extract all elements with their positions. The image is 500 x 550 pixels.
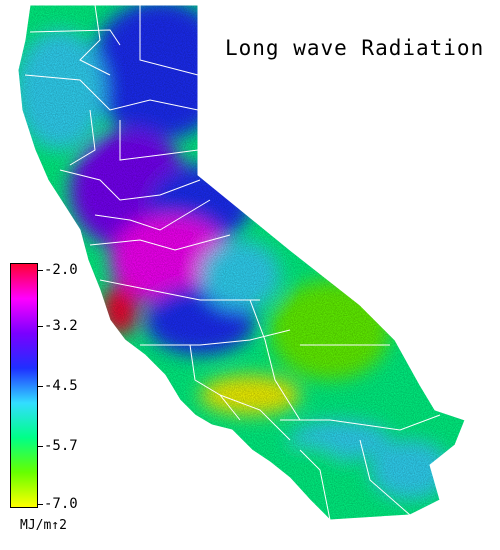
county-line: [29, 29, 121, 46]
county-line: [359, 439, 411, 516]
zone-se-cyan: [370, 440, 450, 500]
zone-cyan-east: [200, 240, 280, 310]
county-line: [59, 169, 201, 201]
county-line: [189, 344, 241, 421]
legend-tick-mark: [38, 504, 43, 505]
legend-units: MJ/m↑2: [20, 518, 67, 533]
legend-tick-4: -5.7: [44, 438, 78, 454]
county-line: [69, 109, 96, 166]
legend-tick-max: -2.0: [44, 262, 78, 278]
zone-north-blue: [90, 5, 230, 140]
zone-yellow: [200, 375, 300, 415]
county-line: [79, 4, 111, 76]
county-line: [99, 279, 260, 301]
county-line: [249, 299, 301, 421]
county-line: [219, 394, 291, 441]
county-line: [299, 449, 331, 521]
map-title: Long wave Radiation: [225, 36, 485, 60]
zone-northcoast-cyan: [18, 30, 105, 150]
county-line: [140, 329, 291, 346]
county-line: [24, 74, 199, 111]
legend-tick-mark: [38, 270, 43, 271]
county-boundaries: [17, 4, 466, 521]
legend-tick-mark: [38, 446, 43, 447]
legend-tick-3: -4.5: [44, 378, 78, 394]
county-line: [280, 414, 441, 431]
legend-colorbar: [10, 263, 38, 508]
legend-tick-mark: [38, 386, 43, 387]
county-line: [119, 120, 199, 161]
county-line: [89, 234, 231, 251]
county-line: [94, 199, 211, 231]
zone-central-magenta: [110, 215, 230, 305]
county-line: [139, 5, 199, 76]
legend-tick-min: -7.0: [44, 496, 78, 512]
legend-tick-mark: [38, 326, 43, 327]
legend-tick-2: -3.2: [44, 318, 78, 334]
